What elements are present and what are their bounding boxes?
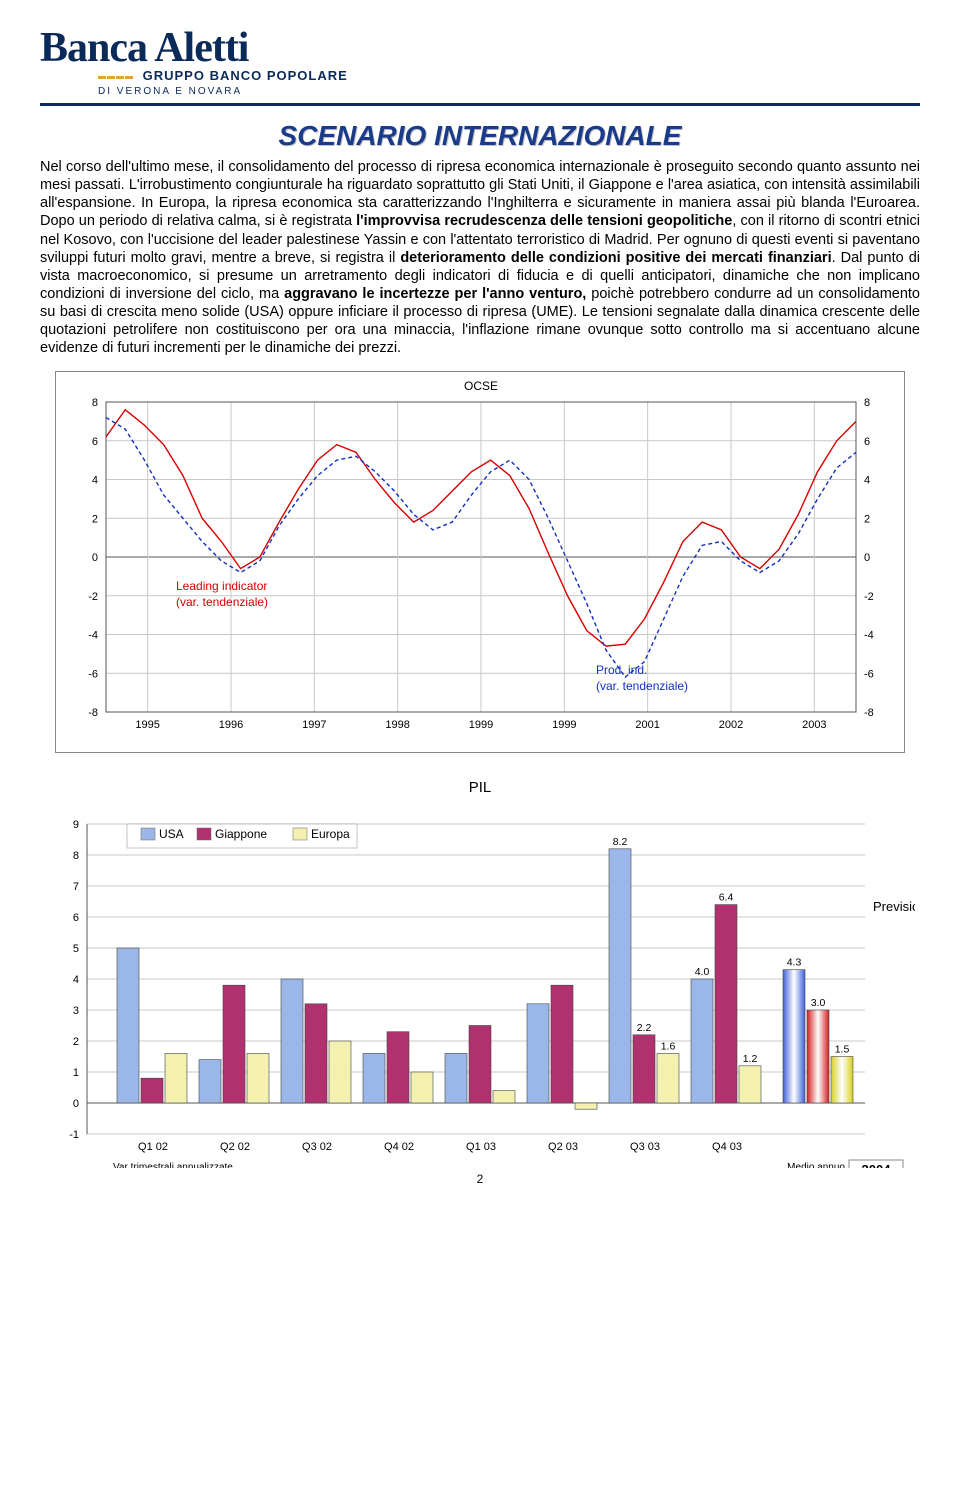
logo-sub: GRUPPO BANCO POPOLARE (98, 68, 920, 84)
svg-text:Q3 03: Q3 03 (630, 1141, 660, 1153)
svg-text:1.5: 1.5 (835, 1044, 850, 1056)
svg-text:1999: 1999 (469, 719, 493, 731)
svg-text:4: 4 (92, 475, 98, 487)
svg-text:Prod. ind.: Prod. ind. (596, 663, 647, 677)
svg-text:2001: 2001 (635, 719, 659, 731)
svg-text:Medio annuo: Medio annuo (787, 1162, 845, 1168)
svg-text:(var. tendenziale): (var. tendenziale) (176, 595, 268, 609)
svg-text:Q2 02: Q2 02 (220, 1141, 250, 1153)
svg-text:-6: -6 (864, 669, 874, 681)
svg-text:Q2 03: Q2 03 (548, 1141, 578, 1153)
svg-text:Q4 02: Q4 02 (384, 1141, 414, 1153)
svg-text:2.2: 2.2 (637, 1022, 652, 1034)
body-b3: aggravano le incertezze per l'anno ventu… (284, 286, 586, 302)
svg-text:1.6: 1.6 (661, 1041, 676, 1053)
chart-ocse-svg: OCSE -8 -8 -6 -6 -4 -4 -2 -2 0 0 2 2 4 4 6 6 8 8 1995 1996 19… (56, 372, 906, 752)
svg-text:2003: 2003 (802, 719, 826, 731)
svg-text:8: 8 (864, 397, 870, 409)
svg-text:4: 4 (864, 475, 870, 487)
svg-text:1: 1 (73, 1067, 79, 1079)
svg-text:1996: 1996 (219, 719, 243, 731)
svg-text:1999: 1999 (552, 719, 576, 731)
svg-text:-2: -2 (88, 591, 98, 603)
svg-text:Europa: Europa (311, 827, 350, 841)
svg-text:0: 0 (864, 552, 870, 564)
header-rule (40, 103, 920, 106)
svg-text:-1: -1 (69, 1129, 79, 1141)
page-number: 2 (40, 1172, 920, 1186)
svg-text:3: 3 (73, 1005, 79, 1017)
svg-text:Q4 03: Q4 03 (712, 1141, 742, 1153)
svg-text:4.0: 4.0 (695, 966, 710, 978)
logo-block: Banca Aletti GRUPPO BANCO POPOLARE DI VE… (40, 24, 920, 97)
svg-text:Q3 02: Q3 02 (302, 1141, 332, 1153)
chart-pil-svg: -1 0 1 2 3 4 5 6 7 8 9 USA Giappone Europa Q1 02 Q2 02 Q… (45, 798, 915, 1168)
svg-text:6: 6 (92, 436, 98, 448)
svg-text:6: 6 (864, 436, 870, 448)
svg-text:2: 2 (92, 514, 98, 526)
logo-sub-text: GRUPPO BANCO POPOLARE (143, 68, 348, 83)
svg-text:1.2: 1.2 (743, 1053, 758, 1065)
svg-text:Giappone: Giappone (215, 827, 267, 841)
svg-text:-8: -8 (88, 707, 98, 719)
svg-text:Q1 02: Q1 02 (138, 1141, 168, 1153)
svg-text:6: 6 (73, 912, 79, 924)
svg-text:4: 4 (73, 974, 79, 986)
body-b2: deterioramento delle condizioni positive… (400, 250, 831, 266)
logo-main: Banca Aletti (40, 24, 920, 72)
svg-text:USA: USA (159, 827, 184, 841)
svg-text:2002: 2002 (719, 719, 743, 731)
chart-pil: -1 0 1 2 3 4 5 6 7 8 9 USA Giappone Europa Q1 02 Q2 02 Q… (45, 798, 915, 1168)
svg-text:-6: -6 (88, 669, 98, 681)
svg-text:1998: 1998 (385, 719, 409, 731)
svg-text:7: 7 (73, 881, 79, 893)
svg-text:0: 0 (92, 552, 98, 564)
svg-text:2004: 2004 (862, 1162, 892, 1168)
svg-text:1995: 1995 (135, 719, 159, 731)
svg-text:6.4: 6.4 (719, 892, 734, 904)
svg-text:Var trimestrali annualizzate: Var trimestrali annualizzate (113, 1162, 233, 1168)
svg-text:2: 2 (864, 514, 870, 526)
svg-text:2: 2 (73, 1036, 79, 1048)
page-title: SCENARIO INTERNAZIONALE (40, 120, 920, 152)
svg-text:8: 8 (92, 397, 98, 409)
svg-text:Q1 03: Q1 03 (466, 1141, 496, 1153)
svg-text:1997: 1997 (302, 719, 326, 731)
logo-stripes-icon (98, 69, 134, 84)
chart-pil-title: PIL (40, 779, 920, 796)
svg-text:5: 5 (73, 943, 79, 955)
body-b1: l'improvvisa recrudescenza delle tension… (356, 213, 732, 229)
svg-text:-2: -2 (864, 591, 874, 603)
chart-ocse: OCSE -8 -8 -6 -6 -4 -4 -2 -2 0 0 2 2 4 4 6 6 8 8 1995 1996 19… (55, 371, 905, 753)
svg-text:3.0: 3.0 (811, 997, 826, 1009)
body-paragraph: Nel corso dell'ultimo mese, il consolida… (40, 158, 920, 357)
svg-text:(var. tendenziale): (var. tendenziale) (596, 679, 688, 693)
logo-sub2: DI VERONA E NOVARA (98, 86, 920, 97)
svg-text:-4: -4 (864, 630, 874, 642)
svg-text:8: 8 (73, 850, 79, 862)
svg-text:-8: -8 (864, 707, 874, 719)
svg-text:OCSE: OCSE (464, 379, 498, 393)
svg-text:4.3: 4.3 (787, 957, 802, 969)
svg-text:9: 9 (73, 819, 79, 831)
svg-text:8.2: 8.2 (613, 836, 628, 848)
svg-text:0: 0 (73, 1098, 79, 1110)
svg-text:-4: -4 (88, 630, 98, 642)
svg-text:Leading indicator: Leading indicator (176, 579, 267, 593)
svg-text:Previsioni: Previsioni (873, 899, 915, 914)
